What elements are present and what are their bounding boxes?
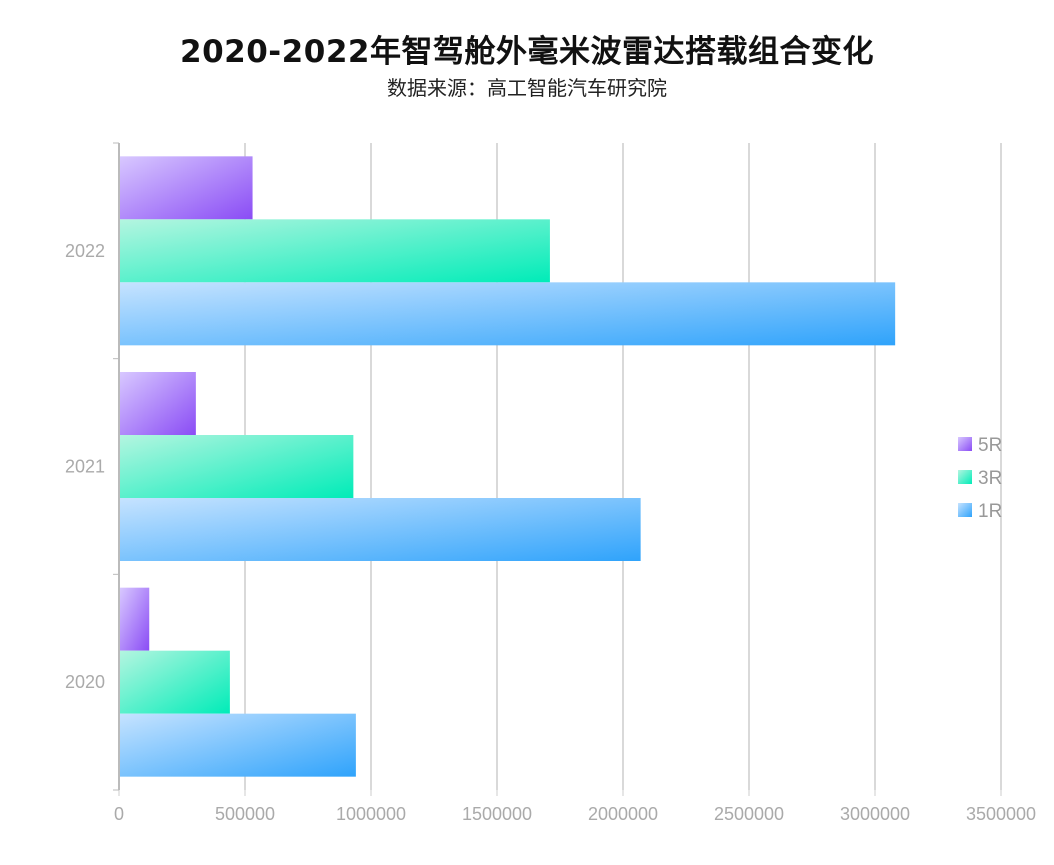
x-tick-label: 0 — [114, 804, 124, 824]
bar-3R-2020 — [120, 650, 230, 714]
x-tick-label: 1000000 — [336, 804, 406, 824]
chart-subtitle: 数据来源：高工智能汽车研究院 — [387, 76, 667, 100]
y-tick-label: 2021 — [65, 457, 105, 477]
x-tick-label: 500000 — [215, 804, 275, 824]
legend-swatch-3R — [958, 470, 972, 484]
x-tick-label: 3500000 — [966, 804, 1036, 824]
legend-swatch-5R — [958, 437, 972, 451]
bar-5R-2020 — [120, 587, 150, 651]
x-tick-label: 2500000 — [714, 804, 784, 824]
legend-label-5R: 5R — [978, 435, 1002, 456]
bar-5R-2021 — [120, 372, 196, 435]
x-tick-label: 3000000 — [840, 804, 910, 824]
x-tick-label: 1500000 — [462, 804, 532, 824]
legend-label-3R: 3R — [978, 468, 1002, 489]
bars — [120, 156, 896, 777]
bar-1R-2021 — [120, 498, 641, 561]
bar-1R-2020 — [120, 713, 356, 777]
axes: 0 500000 1000000 1500000 2000000 2500000 30000… — [65, 142, 1036, 824]
x-tick-label: 2000000 — [588, 804, 658, 824]
legend-swatch-1R — [958, 503, 972, 517]
legend: 5R 3R 1R — [958, 435, 1002, 522]
legend-label-1R: 1R — [978, 501, 1002, 522]
y-tick-label: 2022 — [65, 241, 105, 261]
chart-title: 2020-2022年智驾舱外毫米波雷达搭载组合变化 — [180, 34, 874, 70]
bar-5R-2022 — [120, 156, 253, 220]
bar-1R-2022 — [120, 282, 896, 346]
y-tick-label: 2020 — [65, 672, 105, 692]
bar-3R-2021 — [120, 435, 354, 498]
bar-3R-2022 — [120, 219, 550, 283]
